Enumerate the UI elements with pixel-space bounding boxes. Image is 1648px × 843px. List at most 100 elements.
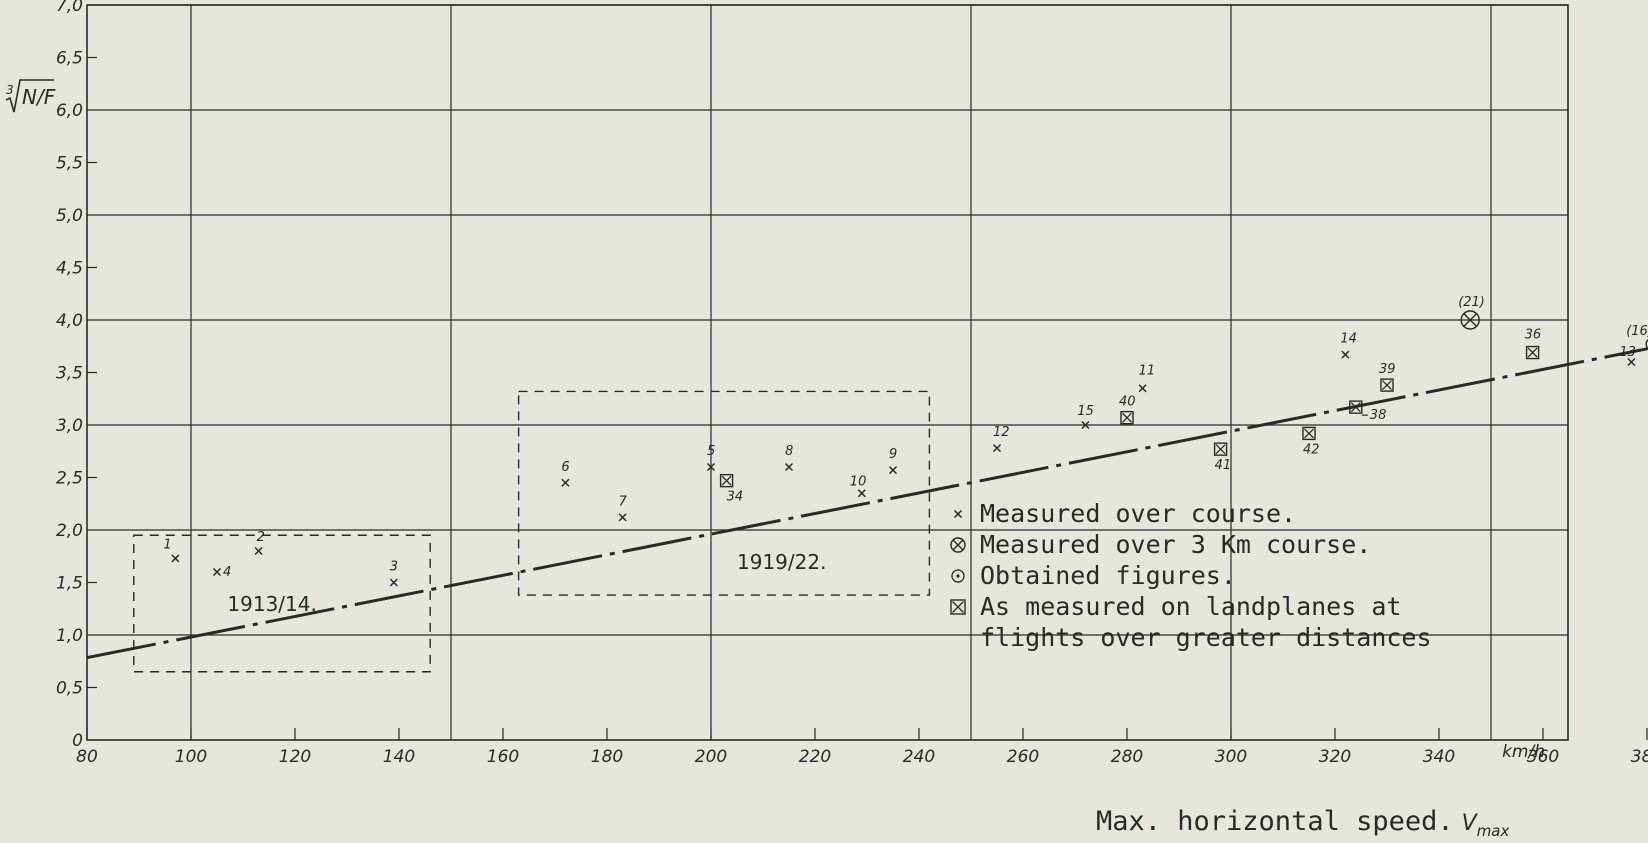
legend-entry: Measured over 3 Km course. [980,530,1371,559]
marker-cross [1341,350,1350,359]
trend-line [86,347,1648,660]
legend-marker [950,599,966,615]
x-axis-title: Max. horizontal speed. Vmax [1096,806,1509,840]
point-label: 38 [1370,408,1387,423]
marker-cross [952,601,964,613]
data-point [254,546,263,556]
point-label: (21) [1458,295,1485,310]
point-label: 7 [619,494,628,509]
data-point [1081,420,1090,430]
point-label: 39 [1379,362,1396,377]
y-tick-label: 6,5 [56,49,83,69]
x-tick-label: 380 [1631,747,1648,767]
y-tick-label: 0,5 [56,679,83,699]
x-tick-labels: 80 100 120 140 160 180 200 220 240 260 280 300 320 34… [76,747,1648,767]
point-label: 4 [223,565,231,580]
marker-box [1380,378,1394,392]
point-label: 9 [889,447,897,462]
point-label: 6 [561,460,569,475]
marker-cross [721,475,732,486]
x-tick-label: 340 [1423,747,1455,767]
marker-cross [1527,347,1538,358]
data-point [618,513,627,522]
y-tick-label: 6,0 [56,101,83,121]
point-label: 36 [1525,328,1542,343]
data-point [992,444,1002,453]
point-label: 12 [993,425,1010,440]
marker-box [1525,345,1540,360]
x-tick-label: 300 [1215,747,1247,767]
marker-cross [952,539,964,551]
x-tick-label: 160 [487,747,519,767]
data-point [1645,338,1648,350]
x-tick-label: 320 [1319,747,1351,767]
data-point [784,462,794,472]
marker-cross [1304,428,1314,439]
point-label: 40 [1119,395,1136,410]
legend-marker [953,509,963,519]
y-tick-label: 5,0 [56,206,83,226]
data-point [1302,426,1316,441]
marker-cross [1138,384,1147,393]
x-tick-label: 360 [1527,747,1559,767]
marker-circle [950,537,966,553]
marker-cross [389,578,398,587]
legend-entry: Measured over course. [980,499,1296,528]
marker-cross [618,513,627,522]
data-point [719,473,734,488]
point-label: 8 [785,444,793,459]
y-tick-label: 4,0 [56,311,83,331]
x-tick-label: 240 [903,747,935,767]
y-tick-label: 4,5 [56,259,83,279]
x-tick-label: 120 [279,747,311,767]
x-unit-label: km/h [1502,742,1545,762]
marker-cross [992,444,1002,453]
marker-box [719,473,734,488]
marker-box [1302,426,1316,441]
data-point [706,462,716,472]
y-tick-label: 7,0 [56,0,83,16]
marker-cross [1463,313,1477,327]
trend-line-group: Vmax= 1023N/F [86,347,1648,660]
marker-box [1213,442,1228,456]
legend-marker [950,537,966,553]
data-point [1380,378,1394,392]
marker-cross [857,489,866,498]
data-point [561,478,570,487]
data-point [1213,442,1228,456]
marker-cross [1350,402,1361,413]
grid [86,4,1648,741]
data-points: 14236758109121511141318172019272532(21)(… [163,295,1648,587]
point-label: 11 [1139,363,1156,378]
point-label: 42 [1303,442,1320,457]
marker-cross [953,509,963,519]
svg-text:N/F: N/F [22,85,56,109]
marker-cross [254,546,263,556]
marker-box [950,599,966,615]
data-point [1138,384,1147,393]
x-tick-label: 260 [1007,747,1039,767]
marker-box [1120,410,1134,425]
y-tick-label: 1,5 [56,574,83,594]
legend: Measured over course.Measured over 3 Km … [950,499,1432,652]
data-point [1120,410,1134,425]
legend-entry: As measured on landplanes at [980,592,1401,621]
data-point [389,578,398,587]
marker-cross [1122,412,1132,423]
y-tick-label: 3,0 [56,416,83,436]
marker-box [1349,400,1363,414]
point-label: 15 [1077,404,1094,419]
data-point [1525,345,1540,360]
marker-cross [1627,357,1636,367]
y-tick-label: 5,5 [56,154,83,174]
marker-cross [1382,380,1392,391]
point-label: 3 [390,560,398,575]
point-label: 2 [257,530,265,545]
point-label: 34 [727,490,744,505]
marker-circle [1645,338,1648,350]
data-point [857,489,866,498]
marker-cross [171,554,180,563]
period-box [133,534,431,673]
y-tick-label: 3,5 [56,364,83,384]
